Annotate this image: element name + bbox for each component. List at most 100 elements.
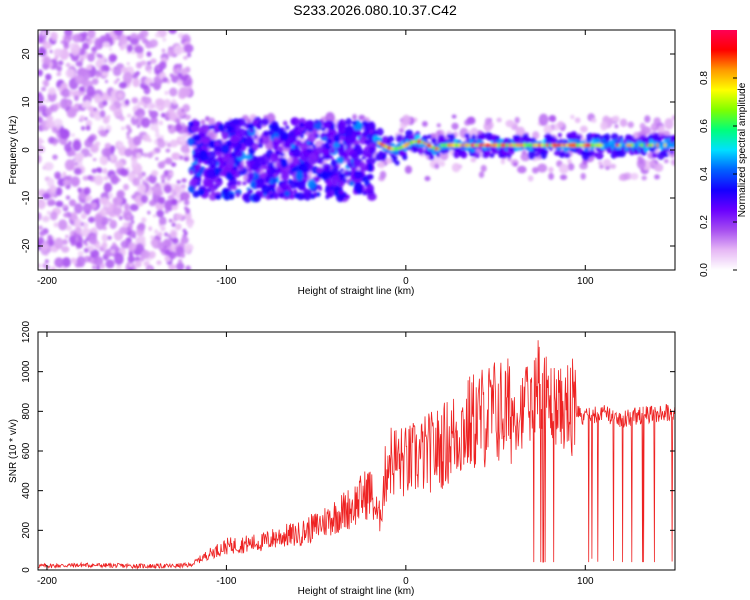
noise-blob [183, 43, 194, 53]
noise-blob [127, 255, 135, 263]
line-core-blob [606, 143, 610, 147]
noise-blob [57, 86, 63, 92]
noise-blob [44, 259, 49, 264]
noise-blob [108, 47, 113, 51]
noise-blob [180, 144, 190, 154]
noise-blob [134, 260, 142, 268]
noise-blob [148, 138, 152, 143]
halo-blob [480, 164, 487, 173]
noise-blob [80, 125, 86, 131]
signal-blob [307, 132, 316, 143]
noise-blob [74, 226, 82, 235]
signal-blob [299, 122, 305, 129]
noise-blob [172, 237, 179, 245]
noise-blob [173, 69, 180, 75]
signal-blob [332, 142, 340, 149]
noise-blob [69, 89, 74, 96]
noise-blob [42, 41, 52, 50]
snr-x-axis-label: Height of straight line (km) [298, 586, 415, 597]
signal-blob [285, 125, 290, 131]
noise-blob [84, 37, 90, 42]
halo-blob [670, 158, 675, 166]
halo-blob [567, 162, 575, 171]
noise-blob [74, 152, 85, 161]
noise-blob [38, 225, 43, 231]
noise-blob [158, 61, 167, 70]
noise-blob [134, 45, 144, 54]
noise-blob [180, 184, 187, 189]
snr-y-tick-label: 800 [21, 403, 32, 420]
signal-blob [322, 172, 328, 179]
line-envelope-blob [382, 153, 387, 159]
noise-blob [87, 135, 95, 143]
line-core-blob [668, 143, 673, 148]
halo-blob [436, 123, 441, 128]
line-core-blob [440, 143, 444, 147]
noise-blob [100, 92, 109, 103]
line-envelope-blob [471, 134, 477, 141]
signal-blob [330, 148, 336, 154]
signal-blob [237, 143, 242, 149]
noise-blob [150, 239, 158, 247]
line-core-blob [434, 146, 439, 151]
line-core-blob [502, 143, 507, 148]
signal-blob [253, 134, 258, 139]
line-core-blob [492, 143, 497, 148]
noise-blob [110, 219, 115, 225]
halo-blob [591, 118, 597, 123]
noise-blob [158, 120, 163, 126]
noise-blob [107, 96, 113, 101]
signal-blob [189, 169, 194, 176]
noise-blob [146, 61, 152, 65]
noise-blob [168, 30, 177, 34]
noise-blob [137, 101, 141, 106]
noise-blob [74, 203, 83, 214]
colorbar-gradient [711, 30, 737, 270]
halo-blob [513, 162, 518, 167]
noise-blob [177, 259, 183, 264]
noise-blob [177, 199, 182, 204]
noise-blob [114, 160, 124, 169]
signal-blob [231, 169, 237, 175]
line-core-blob [467, 143, 471, 147]
noise-blob [180, 252, 186, 259]
noise-blob [182, 228, 187, 233]
line-envelope-blob [402, 154, 408, 161]
noise-blob [180, 241, 185, 248]
signal-blob [285, 138, 294, 147]
noise-blob [126, 62, 130, 66]
noise-blob [167, 124, 172, 129]
line-core-blob [442, 143, 447, 147]
line-core-blob [389, 146, 394, 151]
noise-blob [108, 192, 114, 199]
signal-blob [307, 178, 316, 189]
noise-blob [147, 102, 156, 110]
noise-blob [47, 199, 56, 206]
signal-blob [198, 149, 209, 162]
signal-blob [361, 120, 369, 127]
line-core-blob [615, 143, 620, 147]
spectrogram-x-tick-label: 0 [403, 276, 409, 287]
noise-blob [121, 126, 125, 131]
signal-blob [344, 170, 349, 175]
noise-blob [105, 259, 115, 269]
signal-blob [267, 172, 274, 179]
halo-blob [398, 127, 405, 134]
colorbar: 0.0 0.2 0.4 0.6 0.8 Normalized spectral ampl… [699, 30, 748, 277]
line-envelope-blob [589, 149, 595, 156]
signal-blob [268, 129, 275, 136]
line-core-blob [527, 143, 532, 148]
halo-blob [649, 160, 656, 167]
noise-blob [94, 38, 104, 50]
signal-blob [337, 146, 345, 156]
noise-blob [156, 260, 162, 265]
noise-blob [129, 263, 133, 268]
noise-blob [158, 196, 166, 205]
line-envelope-blob [494, 135, 501, 142]
line-core-blob [447, 143, 452, 148]
signal-blob [297, 179, 306, 190]
signal-blob [355, 130, 362, 135]
line-envelope-blob [484, 149, 491, 157]
